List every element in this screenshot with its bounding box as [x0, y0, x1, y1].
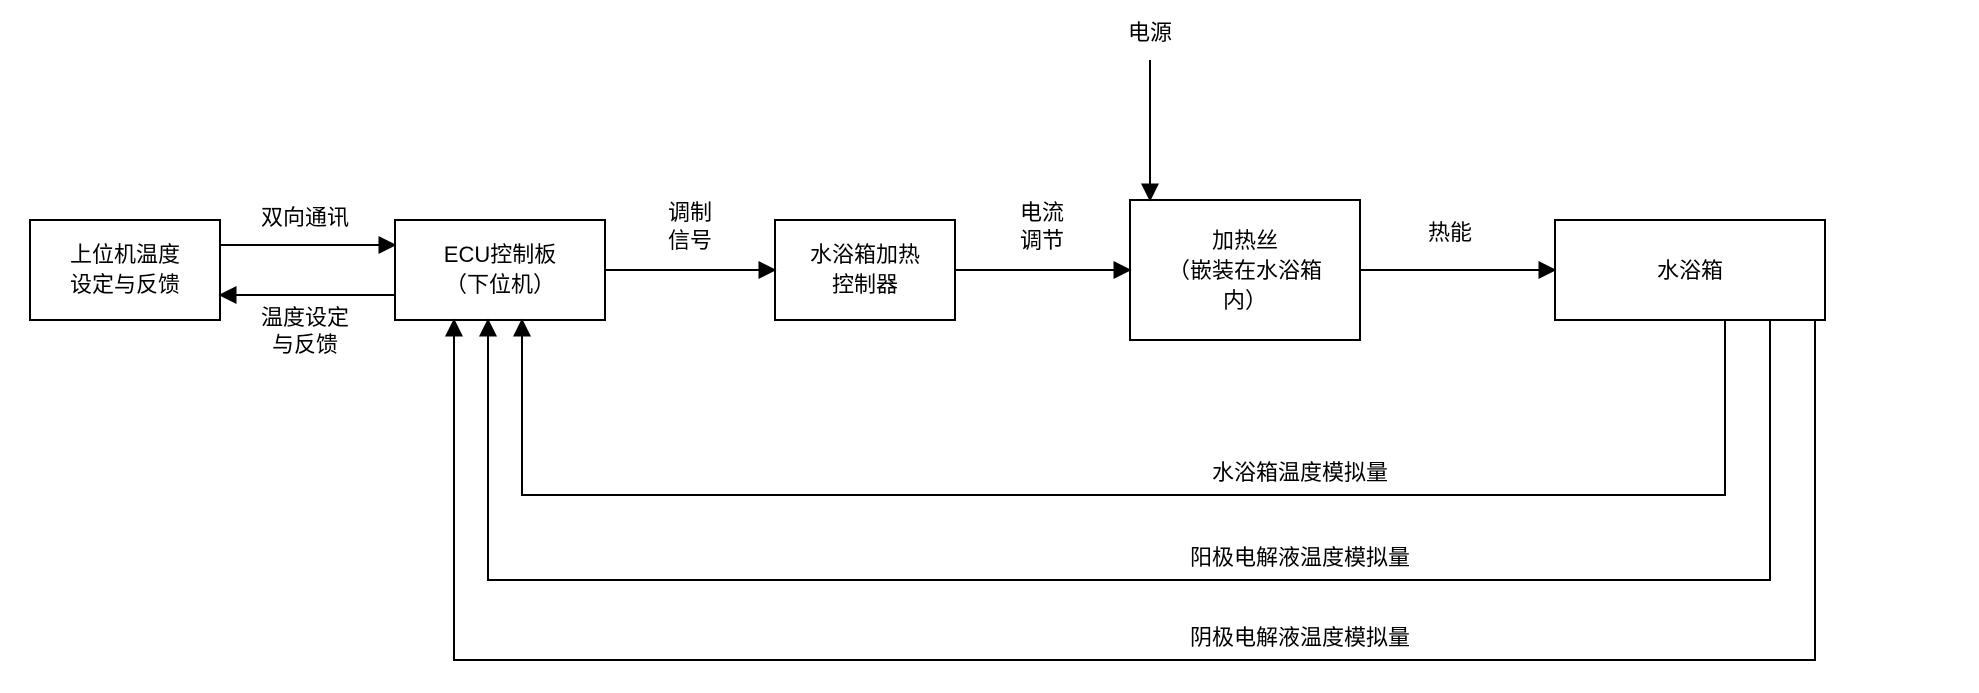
- node-host-temp-label1: 上位机温度: [70, 242, 180, 267]
- edge-mod-label1: 调制: [668, 200, 712, 225]
- node-ecu-label1: ECU控制板: [444, 242, 556, 267]
- node-heating-wire-label3: 内）: [1223, 288, 1267, 313]
- edge-bidir-bottom-label1: 温度设定: [261, 305, 349, 330]
- edge-fb1: [522, 320, 1725, 495]
- edge-fb3: [454, 320, 1815, 660]
- edge-bidir-top-label: 双向通讯: [261, 205, 349, 230]
- node-heater-ctrl: [775, 220, 955, 320]
- edge-cur-label1: 电流: [1020, 200, 1064, 225]
- node-host-temp: [30, 220, 220, 320]
- node-host-temp-label2: 设定与反馈: [70, 272, 180, 297]
- edge-fb3-label: 阴极电解液温度模拟量: [1190, 625, 1410, 650]
- node-heating-wire-label2: （嵌装在水浴箱: [1168, 258, 1322, 283]
- node-water-bath-label1: 水浴箱: [1657, 258, 1723, 283]
- edge-cur-label2: 调节: [1020, 228, 1064, 253]
- edge-fb1-label: 水浴箱温度模拟量: [1212, 460, 1388, 485]
- edge-mod-label2: 信号: [668, 228, 712, 253]
- edge-bidir-bottom-label2: 与反馈: [272, 332, 338, 357]
- edge-heat-label: 热能: [1428, 220, 1472, 245]
- node-ecu: [395, 220, 605, 320]
- node-ecu-label2: （下位机）: [445, 272, 555, 297]
- edge-fb2-label: 阳极电解液温度模拟量: [1190, 545, 1410, 570]
- edge-fb2: [488, 320, 1770, 580]
- node-heater-ctrl-label1: 水浴箱加热: [810, 242, 920, 267]
- edge-power-label: 电源: [1128, 20, 1172, 45]
- flowchart-diagram: 上位机温度 设定与反馈 ECU控制板 （下位机） 水浴箱加热 控制器 加热丝 （…: [0, 0, 1979, 693]
- node-heating-wire-label1: 加热丝: [1212, 228, 1278, 253]
- node-heater-ctrl-label2: 控制器: [832, 272, 898, 297]
